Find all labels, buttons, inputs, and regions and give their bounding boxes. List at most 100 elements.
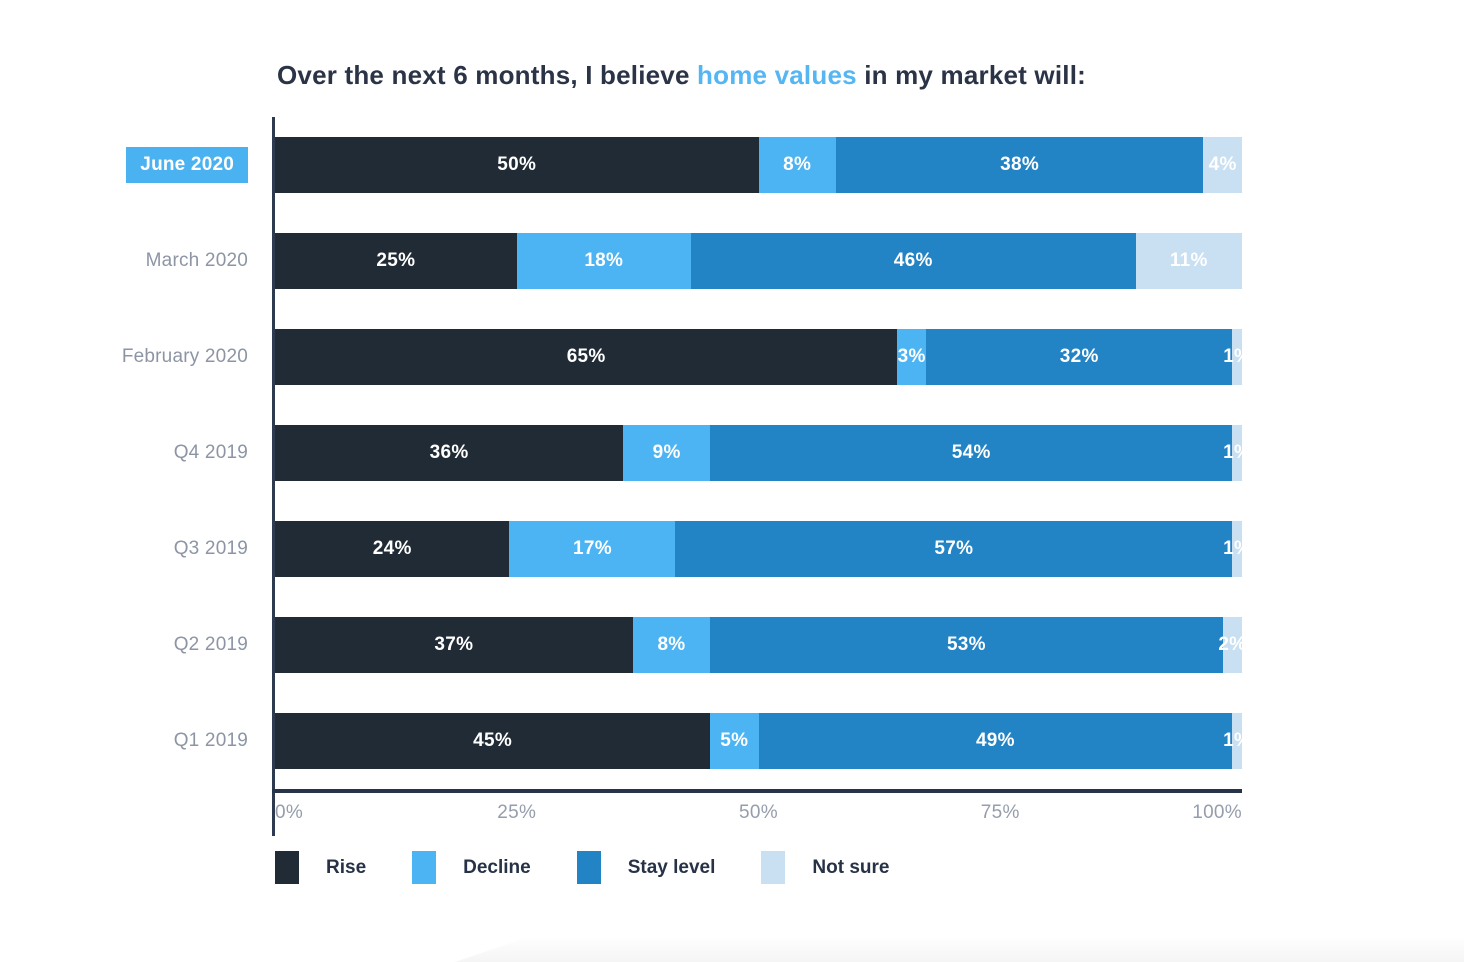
row-label-cell-march-2020: March 2020	[0, 213, 272, 309]
row-label-cell-q2-2019: Q2 2019	[0, 597, 272, 693]
bar-row-q2-2019: 37% 8% 53% 2%	[275, 597, 1246, 693]
bar-segment-value: 49%	[975, 730, 1015, 751]
bar-row-march-2020: 25% 18% 46% 11%	[275, 213, 1242, 309]
row-label-cell-q1-2019: Q1 2019	[0, 693, 272, 789]
bar-segment-rise: 36%	[275, 425, 624, 481]
row-label-march-2020: March 2020	[145, 250, 248, 271]
bar-rows: 50% 8% 38% 4% 25% 18% 46% 11% 65% 3% 32% 1% 36% 9% 54%…	[275, 117, 1251, 789]
legend-label-not-sure: Not sure	[812, 856, 890, 878]
bar-segment-value: 3%	[897, 346, 926, 367]
bar-row-q4-2019: 36% 9% 54% 1%	[275, 405, 1251, 501]
bar-segment-value: 25%	[376, 250, 416, 271]
bar-segment-value: 38%	[1000, 154, 1040, 175]
chart-title-highlight: home values	[697, 60, 857, 90]
legend-label-decline: Decline	[463, 856, 531, 878]
bar-track-q1-2019: 45% 5% 49% 1%	[275, 713, 1251, 769]
row-label-q3-2019: Q3 2019	[173, 538, 248, 559]
bar-segment-value: 18%	[584, 250, 624, 271]
bar-segment-value: 8%	[657, 634, 686, 655]
bar-row-q3-2019: 24% 17% 57% 1%	[275, 501, 1251, 597]
bar-segment-value: 11%	[1169, 250, 1208, 271]
x-tick-50: 50%	[739, 802, 778, 823]
bar-segment-value: 32%	[1059, 346, 1099, 367]
legend-swatch-decline	[412, 851, 437, 884]
legend-label-rise: Rise	[326, 856, 367, 878]
bar-segment-rise: 37%	[275, 617, 633, 673]
bar-segment-value: 9%	[652, 442, 681, 463]
bar-segment-value: 36%	[429, 442, 469, 463]
legend-label-stay-level: Stay level	[627, 856, 716, 878]
bar-segment-value: 46%	[893, 250, 933, 271]
legend-item-decline: Decline	[412, 851, 531, 884]
bar-segment-decline: 3%	[897, 329, 927, 385]
bar-segment-stay-level: 53%	[710, 617, 1223, 673]
y-axis-category-labels: June 2020 March 2020 February 2020 Q4 2019 Q…	[0, 117, 272, 836]
bar-segment-rise: 24%	[275, 521, 510, 577]
legend-swatch-rise	[275, 851, 299, 884]
bar-segment-decline: 8%	[758, 137, 836, 193]
bar-segment-value: 2%	[1218, 634, 1247, 655]
bar-segment-decline: 9%	[623, 425, 711, 481]
bar-track-march-2020: 25% 18% 46% 11%	[275, 233, 1242, 289]
bar-track-q4-2019: 36% 9% 54% 1%	[275, 425, 1251, 481]
bar-segment-not-sure: 1%	[1223, 329, 1251, 385]
row-label-cell-june-2020: June 2020	[0, 117, 272, 213]
bar-segment-decline: 8%	[632, 617, 711, 673]
bar-row-february-2020: 65% 3% 32% 1%	[275, 309, 1251, 405]
bar-segment-decline: 5%	[710, 713, 759, 769]
row-label-cell-q4-2019: Q4 2019	[0, 405, 272, 501]
bar-segment-rise: 65%	[275, 329, 898, 385]
bar-row-q1-2019: 45% 5% 49% 1%	[275, 693, 1251, 789]
x-tick-0: 0%	[275, 802, 304, 823]
bar-segment-value: 8%	[783, 154, 812, 175]
bar-segment-value: 57%	[934, 538, 974, 559]
bar-segment-value: 53%	[946, 634, 986, 655]
row-label-february-2020: February 2020	[121, 346, 248, 367]
bar-segment-value: 1%	[1223, 538, 1252, 559]
page-bottom-edge	[455, 938, 1464, 962]
bar-segment-stay-level: 38%	[835, 137, 1204, 193]
chart-title-suffix: in my market will:	[856, 60, 1086, 90]
row-label-cell-q3-2019: Q3 2019	[0, 501, 272, 597]
row-label-q1-2019: Q1 2019	[173, 730, 248, 751]
bar-segment-value: 45%	[473, 730, 513, 751]
x-tick-75: 75%	[980, 802, 1020, 823]
x-axis-ticks: 0% 25% 50% 75% 100%	[275, 802, 1242, 836]
bar-segment-decline: 17%	[509, 521, 676, 577]
plot-area: 50% 8% 38% 4% 25% 18% 46% 11% 65% 3% 32% 1% 36% 9% 54%…	[272, 117, 1251, 836]
x-axis-line	[272, 789, 1242, 793]
bar-segment-rise: 50%	[275, 137, 759, 193]
bar-segment-value: 1%	[1223, 442, 1252, 463]
x-tick-25: 25%	[497, 802, 537, 823]
bar-segment-stay-level: 57%	[675, 521, 1233, 577]
bar-segment-not-sure: 1%	[1223, 713, 1251, 769]
row-label-cell-february-2020: February 2020	[0, 309, 272, 405]
bar-segment-not-sure: 11%	[1135, 233, 1242, 289]
bar-track-june-2020: 50% 8% 38% 4%	[275, 137, 1242, 193]
row-label-q2-2019: Q2 2019	[173, 634, 248, 655]
legend-swatch-not-sure	[761, 851, 786, 884]
bar-segment-not-sure: 1%	[1223, 425, 1251, 481]
legend-item-not-sure: Not sure	[761, 851, 889, 884]
legend-item-stay-level: Stay level	[576, 851, 716, 884]
row-label-june-2020[interactable]: June 2020	[126, 147, 248, 183]
bar-segment-value: 54%	[951, 442, 991, 463]
bar-segment-value: 1%	[1223, 346, 1252, 367]
bar-row-june-2020: 50% 8% 38% 4%	[275, 117, 1242, 213]
bar-segment-value: 4%	[1208, 154, 1237, 175]
bar-segment-value: 37%	[434, 634, 474, 655]
bar-track-february-2020: 65% 3% 32% 1%	[275, 329, 1251, 385]
bar-track-q2-2019: 37% 8% 53% 2%	[275, 617, 1246, 673]
legend: Rise Decline Stay level Not sure	[275, 851, 889, 884]
row-label-q4-2019: Q4 2019	[173, 442, 248, 463]
bar-segment-stay-level: 54%	[710, 425, 1233, 481]
bar-track-q3-2019: 24% 17% 57% 1%	[275, 521, 1251, 577]
bar-segment-rise: 25%	[275, 233, 517, 289]
bar-segment-stay-level: 49%	[758, 713, 1233, 769]
bar-segment-value: 50%	[497, 154, 537, 175]
chart-title-prefix: Over the next 6 months, I believe	[277, 60, 698, 90]
bar-segment-value: 24%	[372, 538, 412, 559]
bar-segment-not-sure: 1%	[1223, 521, 1251, 577]
bar-segment-value: 5%	[720, 730, 749, 751]
